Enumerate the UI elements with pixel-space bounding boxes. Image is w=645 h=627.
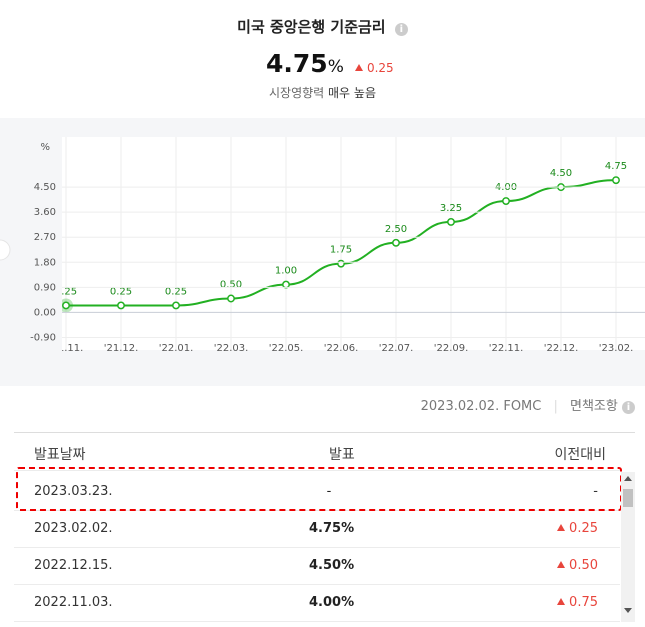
x-tick-label: '22.07. [379, 343, 414, 354]
data-label: 2.50 [385, 224, 407, 235]
change-text: 0.50 [569, 558, 598, 573]
table-top-border [14, 432, 635, 433]
data-label: 4.50 [550, 168, 572, 179]
table-header: 발표날짜 발표 이전대비 [14, 433, 620, 471]
date-cell: 2022.12.15. [34, 558, 113, 573]
scroll-left-button[interactable] [0, 239, 11, 261]
y-tick-label: 0.90 [34, 282, 56, 293]
change-cell: 0.50 [557, 558, 598, 573]
actual-cell: 4.75% [309, 521, 355, 536]
table-row: 2022.11.03. 4.00% 0.75 [14, 584, 620, 622]
unit: % [327, 57, 344, 77]
value: 4.75 [266, 49, 328, 78]
change: 0.25 [354, 61, 394, 75]
x-tick-label: '22.06. [324, 343, 359, 354]
disclaimer[interactable]: 면책조항 [570, 399, 618, 414]
point [502, 197, 510, 205]
y-tick-label: -0.90 [30, 332, 56, 343]
point [62, 301, 70, 310]
point [392, 238, 400, 247]
header-date: 발표날짜 [34, 447, 86, 463]
change-value: 0.25 [366, 61, 394, 75]
data-label: 0.25 [165, 286, 187, 297]
y-tick-label: 1.80 [34, 257, 56, 268]
plot-area [62, 137, 645, 350]
source-date: 2023.02.02. FOMC [420, 399, 542, 414]
influence-label: 시장영향력 [268, 86, 325, 100]
x-tick-label: '22.12. [544, 343, 579, 354]
y-axis-label: % [40, 142, 50, 153]
date-cell: 2023.03.23. [34, 484, 113, 499]
data-label: 3.25 [440, 203, 462, 214]
data-label: 0.25 [55, 286, 77, 297]
info-icon[interactable]: i [394, 23, 408, 36]
y-tick-label: 0.00 [34, 307, 56, 318]
title-wrap: 미국 중앙은행 기준금리 i [0, 16, 645, 37]
data-label: 1.00 [275, 266, 297, 277]
change-text: 0.25 [569, 521, 598, 536]
disclaimer-icon[interactable]: i [622, 401, 635, 414]
x-tick-label: '22.09. [434, 343, 469, 354]
change-cell: 0.25 [557, 521, 598, 536]
date-cell: 2023.02.02. [34, 521, 113, 536]
y-tick-label: 4.50 [34, 182, 56, 193]
data-label: 4.75 [605, 161, 627, 172]
plot: '21.11. '21.12. '22.01. '22.03. '22.05. '22.0… [49, 137, 634, 354]
x-tick-label: '22.11. [489, 343, 524, 354]
chart: % '21.11. '21.12. '22.01. '22.03. '22.05. '22… [0, 137, 645, 354]
source: 2023.02.02. FOMC | 면책조항 i [421, 395, 635, 414]
data-label: 1.75 [330, 245, 352, 256]
change-text: 0.75 [569, 595, 598, 610]
actual-cell: 4.00% [309, 595, 355, 610]
influence: 시장영향력 매우 높음 [0, 84, 645, 101]
point [612, 176, 620, 185]
point [227, 294, 235, 303]
x-tick-label: '22.03. [214, 343, 249, 354]
actual-cell: - [326, 484, 332, 499]
header-actual: 발표 [329, 447, 355, 463]
date-cell: 2022.11.03. [34, 595, 113, 610]
highlight-box [16, 467, 622, 511]
data-label: 0.50 [220, 279, 242, 290]
change-cell: - [593, 484, 598, 499]
point [117, 301, 125, 310]
data-label: 0.25 [110, 286, 132, 297]
x-tick-label: '21.12. [104, 343, 139, 354]
title: 미국 중앙은행 기준금리 [237, 18, 386, 36]
change-cell: 0.75 [557, 595, 598, 610]
table-row: 2022.12.15. 4.50% 0.50 [14, 547, 620, 585]
x-tick-label: '23.02. [599, 343, 634, 354]
x-tick-label: '21.11. [49, 343, 84, 354]
actual-cell: 4.50% [309, 558, 355, 573]
x-tick-label: '22.05. [269, 343, 304, 354]
influence-value: 매우 높음 [328, 86, 376, 100]
y-tick-label: 3.60 [34, 207, 56, 218]
point [447, 217, 455, 226]
headline-value: 4.75% 0.25 [266, 49, 394, 78]
point [337, 259, 345, 268]
x-tick-label: '22.01. [159, 343, 194, 354]
point [282, 280, 290, 289]
point [172, 301, 180, 310]
header-change: 이전대비 [554, 447, 606, 463]
table-row: 2023.02.02. 4.75% 0.25 [14, 510, 620, 548]
y-tick-label: 2.70 [34, 232, 56, 243]
scrollbar[interactable] [621, 472, 635, 622]
